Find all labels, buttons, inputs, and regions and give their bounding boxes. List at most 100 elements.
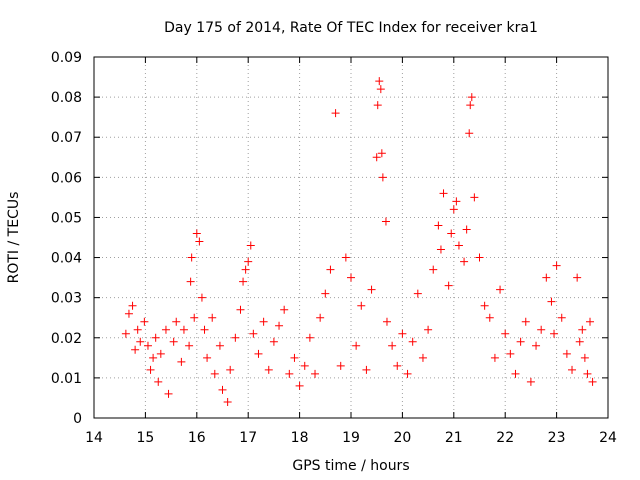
- data-point: [436, 245, 445, 254]
- data-point: [239, 277, 248, 286]
- data-point: [462, 225, 471, 234]
- data-point: [226, 365, 235, 374]
- data-point: [501, 329, 510, 338]
- data-point: [470, 193, 479, 202]
- data-point: [169, 337, 178, 346]
- data-point: [376, 85, 385, 94]
- data-point: [454, 241, 463, 250]
- data-point: [588, 377, 597, 386]
- y-tick-label: 0: [73, 411, 82, 427]
- data-point: [151, 333, 160, 342]
- data-point: [341, 253, 350, 262]
- data-point: [300, 361, 309, 370]
- data-point: [403, 369, 412, 378]
- data-point: [496, 285, 505, 294]
- data-point: [562, 349, 571, 358]
- data-point: [154, 377, 163, 386]
- data-point: [557, 313, 566, 322]
- data-point: [466, 101, 475, 110]
- data-point: [208, 313, 217, 322]
- data-point: [164, 389, 173, 398]
- data-point: [161, 325, 170, 334]
- data-point: [203, 353, 212, 362]
- y-tick-label: 0.04: [51, 251, 82, 267]
- data-point: [316, 313, 325, 322]
- x-tick-label: 19: [342, 430, 360, 446]
- data-point: [372, 153, 381, 162]
- data-point: [447, 229, 456, 238]
- data-points: [121, 77, 597, 406]
- y-tick-label: 0.08: [51, 90, 82, 106]
- data-point: [259, 317, 268, 326]
- data-point: [136, 337, 145, 346]
- data-point: [280, 305, 289, 314]
- x-tick-label: 22: [496, 430, 514, 446]
- data-point: [254, 349, 263, 358]
- data-point: [311, 369, 320, 378]
- data-point: [249, 329, 258, 338]
- data-point: [547, 297, 556, 306]
- data-point: [215, 341, 224, 350]
- data-point: [197, 293, 206, 302]
- data-point: [236, 305, 245, 314]
- data-point: [373, 101, 382, 110]
- data-point: [264, 365, 273, 374]
- x-tick-label: 23: [548, 430, 566, 446]
- data-point: [185, 341, 194, 350]
- x-tick-label: 14: [85, 430, 103, 446]
- data-point: [375, 77, 384, 86]
- data-point: [295, 381, 304, 390]
- data-point: [172, 317, 181, 326]
- data-point: [475, 253, 484, 262]
- data-point: [179, 325, 188, 334]
- data-point: [321, 289, 330, 298]
- y-tick-label: 0.06: [51, 170, 82, 186]
- data-point: [246, 241, 255, 250]
- data-point: [398, 329, 407, 338]
- data-point: [583, 369, 592, 378]
- chart-title: Day 175 of 2014, Rate Of TEC Index for r…: [164, 20, 538, 36]
- data-point: [186, 277, 195, 286]
- data-point: [336, 361, 345, 370]
- data-point: [537, 325, 546, 334]
- x-tick-label: 24: [599, 430, 617, 446]
- data-point: [241, 265, 250, 274]
- data-point: [460, 257, 469, 266]
- y-tick-label: 0.05: [51, 210, 82, 226]
- x-tick-label: 20: [393, 430, 411, 446]
- data-point: [218, 385, 227, 394]
- data-point: [550, 329, 559, 338]
- data-point: [413, 289, 422, 298]
- data-point: [187, 253, 196, 262]
- data-point: [290, 353, 299, 362]
- data-point: [444, 281, 453, 290]
- axis-ticks: 14 15 16 17 18 19 20 21 22 23 24 0 0.01 0.02 0.03 0.04 0…: [51, 50, 617, 446]
- x-tick-label: 21: [445, 430, 463, 446]
- data-point: [381, 217, 390, 226]
- data-point: [331, 109, 340, 118]
- data-point: [490, 353, 499, 362]
- y-tick-label: 0.03: [51, 291, 82, 307]
- data-point: [195, 237, 204, 246]
- data-point: [521, 317, 530, 326]
- data-point: [200, 325, 209, 334]
- data-point: [467, 93, 476, 102]
- data-point: [578, 325, 587, 334]
- data-point: [231, 333, 240, 342]
- data-point: [140, 317, 149, 326]
- data-point: [465, 129, 474, 138]
- data-point: [146, 365, 155, 374]
- data-point: [568, 365, 577, 374]
- data-point: [452, 197, 461, 206]
- x-tick-label: 17: [239, 430, 257, 446]
- data-point: [128, 301, 137, 310]
- y-tick-label: 0.01: [51, 371, 82, 387]
- data-point: [506, 349, 515, 358]
- data-point: [429, 265, 438, 274]
- y-tick-label: 0.02: [51, 331, 82, 347]
- data-point: [131, 345, 140, 354]
- data-point: [439, 189, 448, 198]
- data-point: [516, 337, 525, 346]
- data-point: [223, 397, 232, 406]
- data-point: [190, 313, 199, 322]
